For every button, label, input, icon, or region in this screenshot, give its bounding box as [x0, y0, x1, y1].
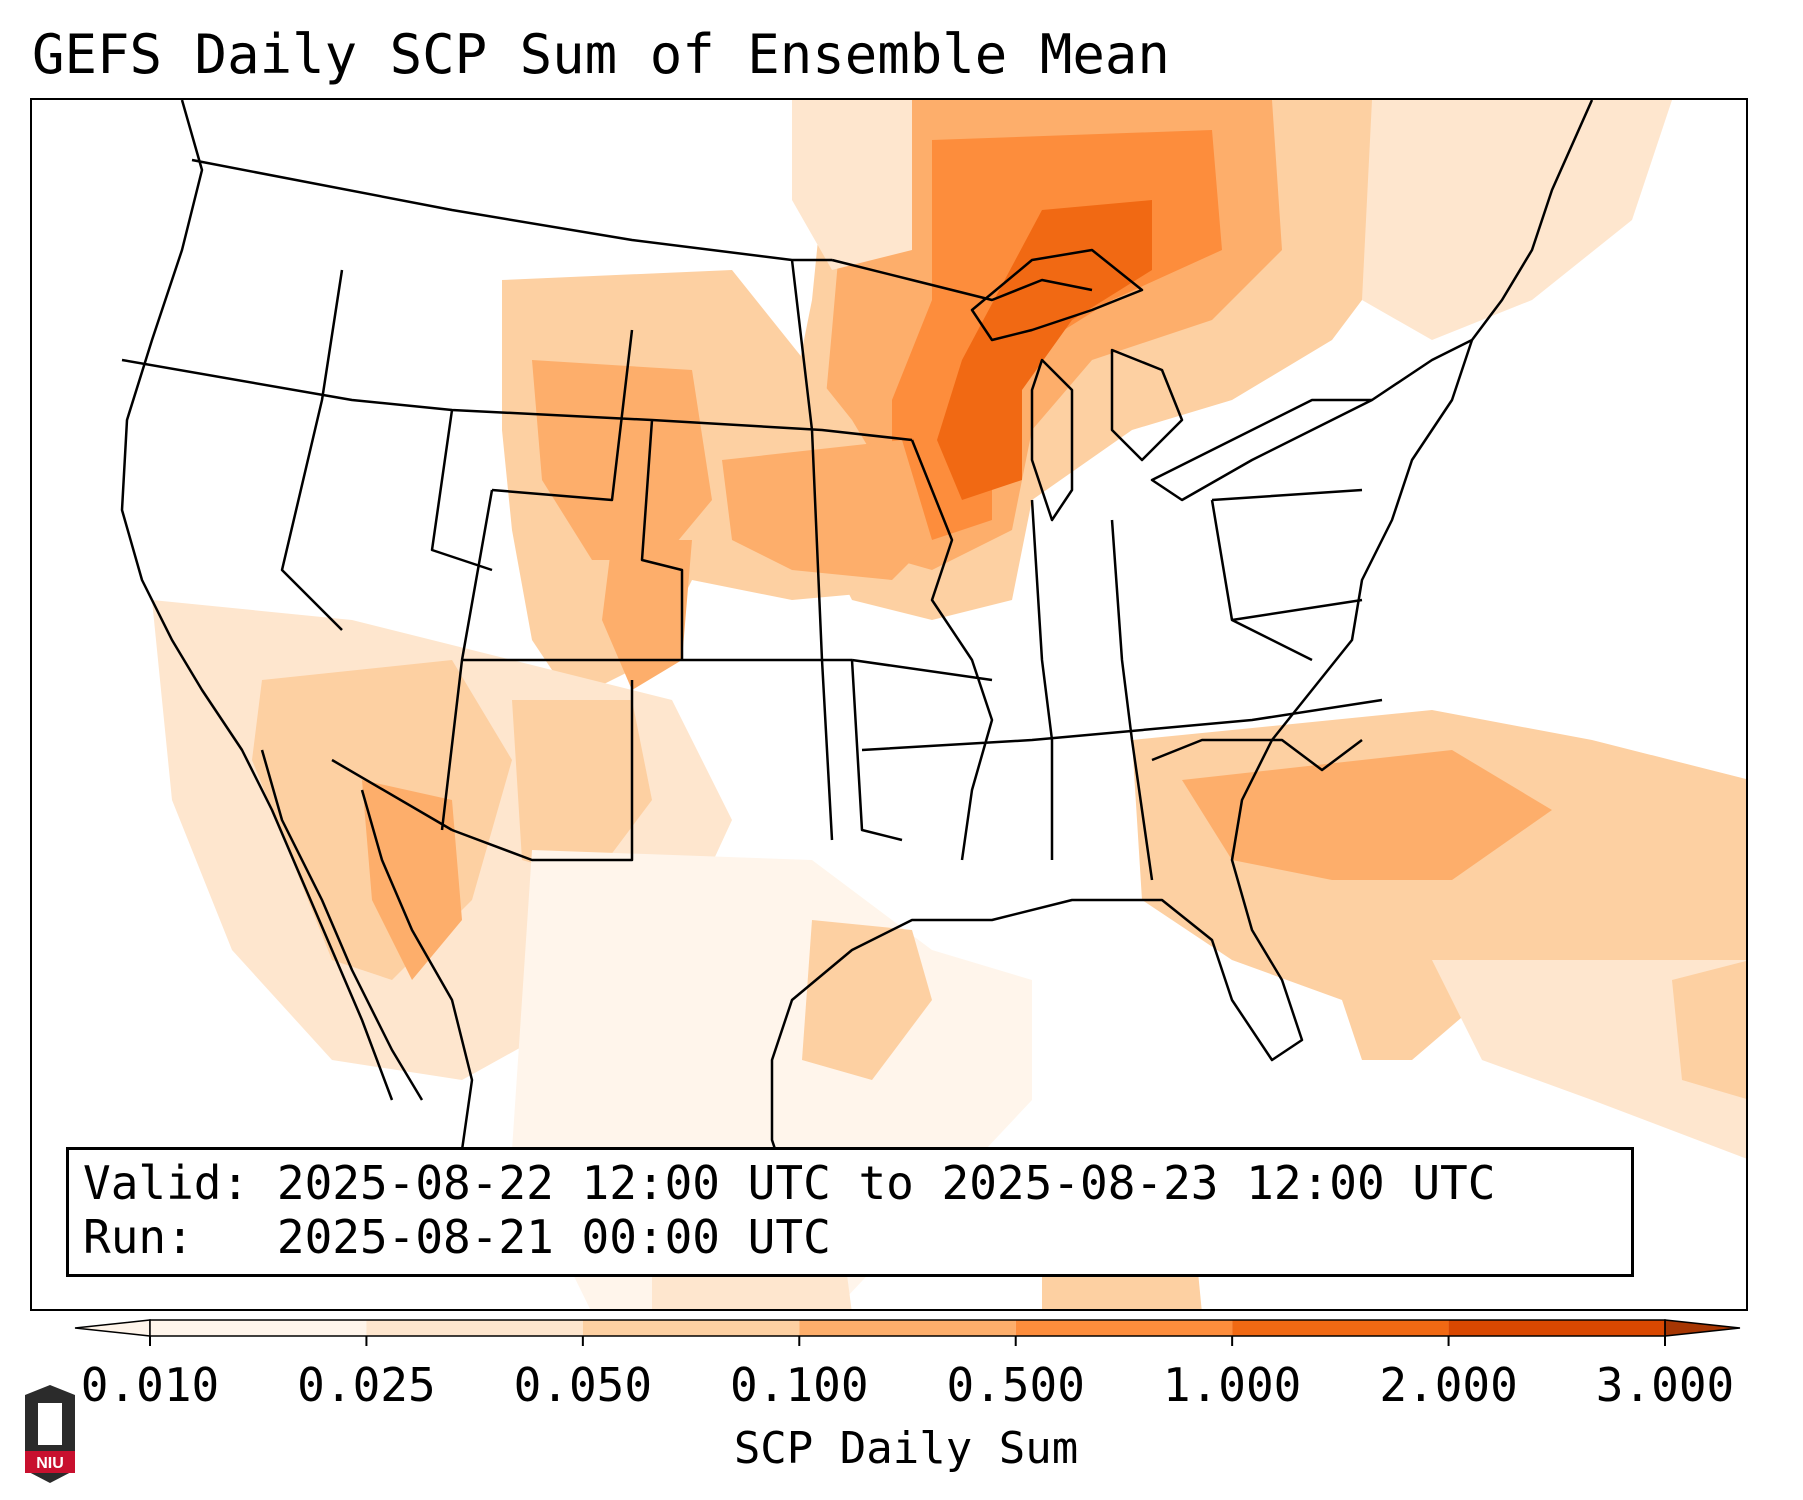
political-boundaries [120, 100, 1594, 1201]
niu-logo: NIU [25, 1385, 75, 1483]
logo-tower [38, 1403, 62, 1445]
state-lines [121, 259, 1383, 881]
colorbar-extend-min [74, 1319, 151, 1337]
colorbar-segment [1448, 1320, 1665, 1336]
map-panel [30, 98, 1748, 1311]
logo-text: NIU [36, 1455, 64, 1472]
scp-region-atlantic [1432, 960, 1746, 1159]
scp-region-nebraska [722, 440, 932, 580]
scp-region-new-mexico [512, 700, 652, 880]
logo-band [25, 1451, 75, 1473]
colorbar-segment [366, 1320, 583, 1336]
scp-region-montana [792, 100, 912, 270]
scp-map [120, 100, 1746, 1309]
scp-region-minnesota-peak [937, 200, 1152, 500]
colorbar-tick-label: 1.000 [1162, 1358, 1302, 1412]
colorbar [74, 1319, 1741, 1346]
valid-label: Valid: [83, 1156, 250, 1210]
colorbar-segment [1015, 1320, 1233, 1336]
colorbar-segment [582, 1320, 800, 1336]
scp-region-bahamas [1672, 961, 1746, 1099]
scp-region-texas-coast [802, 920, 932, 1080]
scp-region-colorado [602, 540, 692, 690]
valid-time-range: 2025-08-22 12:00 UTC to 2025-08-23 12:00… [276, 1156, 1496, 1210]
lake-erie-ontario [1150, 398, 1374, 502]
lake-michigan [1030, 358, 1074, 522]
coastline-baja [260, 749, 424, 1101]
scp-region-georgia-carolina [1182, 750, 1552, 880]
page-title: GEFS Daily SCP Sum of Ensemble Mean [32, 23, 1170, 86]
colorbar-tick-label: 0.500 [946, 1358, 1085, 1412]
run-time: 2025-08-21 00:00 UTC [276, 1210, 831, 1264]
border-canada-us [191, 158, 832, 262]
colorbar-extend-max [1664, 1319, 1741, 1337]
coastline-northeast [1371, 100, 1594, 402]
run-line: Run: 2025-08-21 00:00 UTC [83, 1210, 831, 1264]
coastline-west [120, 100, 394, 1101]
colorbar-segment [1232, 1320, 1449, 1336]
colorbar-label: SCP Daily Sum [733, 1423, 1079, 1474]
coastline-mexico-west [360, 789, 474, 1151]
run-label: Run: [83, 1210, 194, 1264]
colorbar-tick-label: 0.100 [730, 1358, 869, 1412]
colorbar-tick-label: 3.000 [1595, 1358, 1735, 1412]
colorbar-tick-label: 0.025 [297, 1358, 436, 1412]
colorbar-tick-label: 0.010 [80, 1358, 220, 1412]
scp-region-quebec [1362, 100, 1672, 340]
lake-superior [970, 248, 1144, 342]
valid-run-info-box: Valid: 2025-08-22 12:00 UTC to 2025-08-2… [66, 1147, 1634, 1277]
colorbar-outline [149, 1319, 1666, 1337]
scp-shading [152, 100, 1746, 1309]
colorbar-segment [799, 1320, 1016, 1336]
coastline-east [770, 339, 1474, 1201]
colorbar-tick-label: 2.000 [1379, 1358, 1518, 1412]
colorbar-segment [150, 1320, 367, 1336]
valid-line: Valid: 2025-08-22 12:00 UTC to 2025-08-2… [83, 1156, 1495, 1210]
colorbar-tick-label: 0.050 [513, 1358, 653, 1412]
border-minnesota-ontario [831, 258, 1093, 302]
scp-region-wyoming [532, 360, 712, 560]
lake-huron [1110, 348, 1184, 462]
scp-region-sonora [362, 780, 462, 980]
